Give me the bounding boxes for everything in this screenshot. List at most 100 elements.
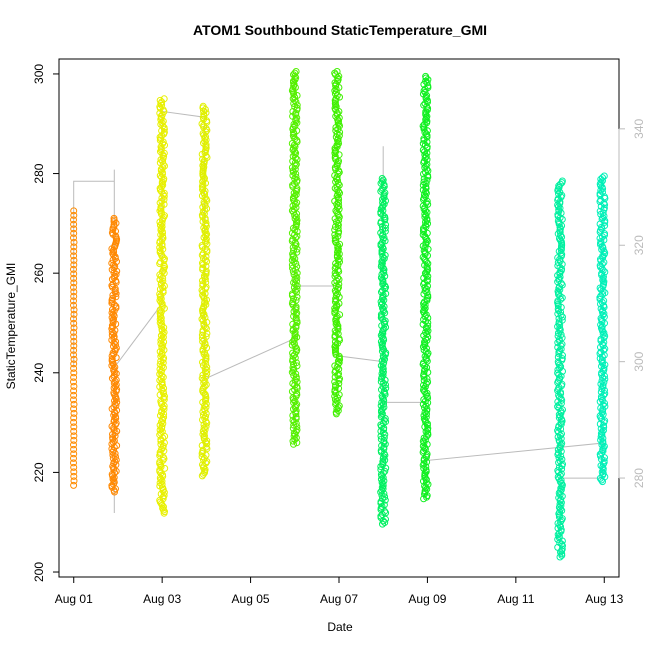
data-point <box>557 548 564 556</box>
data-point <box>333 183 341 191</box>
data-point <box>70 441 77 449</box>
data-point <box>422 95 430 103</box>
data-point <box>291 192 299 200</box>
data-point <box>70 310 78 318</box>
data-point <box>423 268 431 276</box>
data-point <box>288 261 296 269</box>
data-point <box>156 221 164 229</box>
data-point <box>554 278 562 286</box>
data-point <box>422 335 430 343</box>
data-point <box>70 405 78 413</box>
data-point <box>423 216 431 224</box>
data-point <box>423 197 431 205</box>
data-point <box>557 390 565 398</box>
data-point <box>597 186 605 194</box>
data-point <box>70 409 78 417</box>
data-point <box>559 542 566 550</box>
data-point <box>420 191 428 199</box>
data-point <box>110 379 118 387</box>
data-point <box>420 434 428 442</box>
data-point <box>70 319 78 327</box>
data-point <box>379 295 386 302</box>
data-point <box>424 220 431 228</box>
data-point <box>555 207 563 215</box>
data-point <box>379 368 387 376</box>
data-point <box>424 272 432 280</box>
data-point <box>334 229 342 237</box>
data-point <box>554 259 562 267</box>
data-point <box>70 225 78 233</box>
data-point <box>70 472 78 480</box>
data-point <box>203 440 211 448</box>
data-point <box>110 269 118 277</box>
data-point <box>424 426 431 434</box>
data-point <box>421 154 429 162</box>
data-point <box>293 423 301 431</box>
data-point <box>557 452 565 460</box>
data-point <box>70 378 77 386</box>
data-point <box>110 218 118 226</box>
data-point <box>601 399 608 407</box>
data-point <box>70 261 78 269</box>
data-point <box>158 327 166 335</box>
data-point <box>331 396 339 403</box>
data-point <box>421 436 429 444</box>
data-point <box>289 437 297 445</box>
data-point <box>70 301 77 309</box>
data-point <box>554 398 562 406</box>
data-point <box>335 255 343 263</box>
data-point <box>198 472 206 480</box>
data-point <box>158 501 166 509</box>
chart-title: ATOM1 Southbound StaticTemperature_GMI <box>193 22 487 38</box>
data-point <box>555 529 563 537</box>
data-point <box>558 551 566 559</box>
data-point <box>378 203 386 211</box>
data-point <box>199 470 207 478</box>
data-point <box>336 356 344 363</box>
data-point <box>70 207 78 215</box>
data-point <box>556 327 564 335</box>
data-point <box>70 270 78 278</box>
data-point <box>291 215 299 223</box>
data-point <box>157 205 165 213</box>
data-point <box>70 337 78 345</box>
data-point <box>110 307 118 315</box>
data-point <box>331 378 339 386</box>
x-tick-label: Aug 13 <box>585 592 623 606</box>
data-point <box>203 370 211 377</box>
series-8 <box>419 72 432 503</box>
data-point <box>110 446 118 454</box>
data-point <box>199 173 207 181</box>
data-point <box>112 485 119 493</box>
data-point <box>559 351 566 359</box>
y-axis-label: StaticTemperature_GMI <box>4 263 18 390</box>
data-point <box>421 85 429 93</box>
data-point <box>424 319 432 327</box>
data-point <box>70 283 77 291</box>
data-point <box>334 224 342 232</box>
data-point <box>70 216 77 224</box>
data-point <box>380 416 388 424</box>
data-point <box>424 173 432 181</box>
data-point <box>199 208 207 216</box>
data-point <box>558 222 566 230</box>
data-point <box>70 445 78 453</box>
data-point <box>70 234 77 242</box>
data-point <box>70 396 77 404</box>
data-point <box>288 87 296 95</box>
data-point <box>424 333 432 341</box>
data-point <box>379 256 387 264</box>
data-point <box>332 124 340 131</box>
data-point <box>596 198 604 206</box>
data-point <box>158 183 166 191</box>
data-point <box>556 204 564 212</box>
data-point <box>422 218 429 226</box>
data-point <box>554 366 562 374</box>
data-point <box>156 316 164 324</box>
data-point <box>380 477 388 485</box>
series-6 <box>331 68 344 418</box>
data-point <box>70 414 78 422</box>
data-point <box>381 415 389 422</box>
data-point <box>378 370 386 378</box>
